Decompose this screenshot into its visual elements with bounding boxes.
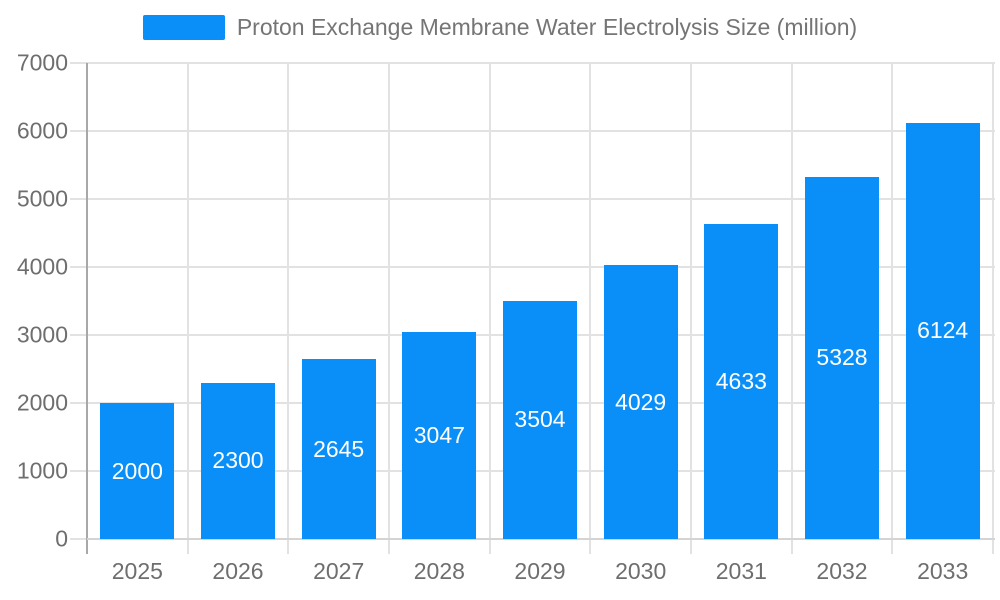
gridline-vertical — [186, 63, 189, 539]
x-axis-line — [87, 538, 995, 540]
bar-2032[interactable]: 5328 — [805, 176, 879, 539]
gridline-vertical — [690, 63, 692, 539]
bar-value-label: 2645 — [313, 435, 365, 462]
bar-value-label: 3047 — [413, 421, 465, 448]
legend[interactable]: Proton Exchange Membrane Water Electroly… — [0, 14, 1000, 41]
gridline-vertical — [891, 63, 894, 539]
y-axis-tick — [70, 130, 87, 132]
y-axis-tick — [70, 470, 87, 472]
y-axis-tick — [70, 402, 87, 404]
x-axis-label: 2028 — [413, 558, 465, 584]
y-axis-label: 3000 — [16, 321, 68, 348]
y-axis-label: 1000 — [16, 457, 68, 484]
bar-2029[interactable]: 3504 — [503, 300, 577, 539]
y-axis-label: 4000 — [16, 253, 68, 280]
x-axis-tick — [388, 539, 390, 554]
y-axis-label: 7000 — [16, 49, 68, 76]
gridline-vertical — [992, 63, 994, 539]
x-axis-label: 2033 — [917, 558, 969, 584]
y-axis-line — [86, 63, 88, 539]
bar-2031[interactable]: 4633 — [704, 223, 779, 539]
x-axis-label: 2027 — [313, 558, 365, 584]
bar-2028[interactable]: 3047 — [402, 331, 477, 539]
x-axis-label: 2026 — [212, 558, 264, 584]
gridline-horizontal — [87, 130, 995, 132]
gridline-vertical — [388, 63, 390, 539]
y-axis-label: 0 — [55, 525, 68, 552]
y-axis-tick — [70, 538, 87, 540]
x-axis-tick — [488, 539, 491, 554]
gridline-vertical — [287, 63, 290, 539]
gridline-horizontal — [87, 198, 995, 200]
bar-2026[interactable]: 2300 — [201, 382, 275, 539]
legend-swatch-icon — [142, 15, 225, 40]
bar-value-label: 3504 — [514, 406, 566, 433]
x-axis-label: 2031 — [715, 558, 767, 584]
bar-2030[interactable]: 4029 — [603, 265, 678, 539]
y-axis-tick — [70, 198, 87, 200]
bar-value-label: 2300 — [212, 447, 264, 474]
x-axis-label: 2032 — [816, 558, 868, 584]
gridline-vertical — [589, 63, 592, 539]
bar-value-label: 4029 — [615, 388, 667, 415]
x-axis-tick — [790, 539, 793, 554]
bar-2025[interactable]: 2000 — [100, 403, 175, 539]
bar-2033[interactable]: 6124 — [905, 122, 980, 539]
x-axis-label: 2029 — [514, 558, 566, 584]
gridline-horizontal — [87, 62, 995, 64]
bar-value-label: 2000 — [111, 457, 163, 484]
y-axis-label: 5000 — [16, 185, 68, 212]
bar-2027[interactable]: 2645 — [301, 359, 376, 539]
x-axis-tick — [891, 539, 894, 554]
x-axis-tick — [86, 539, 88, 554]
x-axis-label: 2030 — [615, 558, 667, 584]
x-axis-tick — [589, 539, 592, 554]
bar-value-label: 4633 — [715, 367, 767, 394]
y-axis-tick — [70, 334, 87, 336]
y-axis-tick — [70, 62, 87, 64]
x-axis-tick — [992, 539, 994, 554]
gridline-vertical — [488, 63, 491, 539]
x-axis-label: 2025 — [111, 558, 163, 584]
gridline-vertical — [790, 63, 793, 539]
y-axis-label: 6000 — [16, 117, 68, 144]
gridline-horizontal — [87, 266, 995, 268]
x-axis-tick — [287, 539, 290, 554]
x-axis-tick — [186, 539, 189, 554]
y-axis-tick — [70, 266, 87, 268]
legend-label: Proton Exchange Membrane Water Electroly… — [236, 14, 858, 40]
bar-value-label: 5328 — [816, 344, 868, 371]
x-axis-tick — [690, 539, 692, 554]
y-axis-label: 2000 — [16, 389, 68, 416]
bar-value-label: 6124 — [917, 317, 969, 344]
